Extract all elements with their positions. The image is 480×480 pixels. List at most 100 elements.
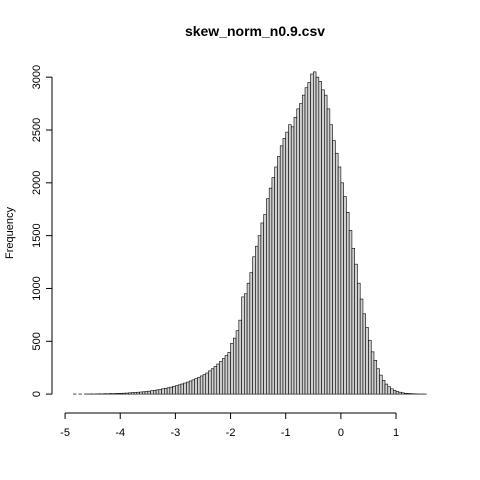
bar: [136, 391, 140, 395]
x-tick-label: 1: [393, 427, 399, 439]
bar: [128, 392, 132, 395]
bar: [373, 360, 378, 395]
bar: [395, 391, 400, 395]
bar: [348, 230, 353, 395]
bar: [335, 152, 339, 395]
bar: [318, 81, 322, 395]
bar: [277, 156, 281, 395]
bar: [175, 385, 179, 395]
bar: [398, 391, 402, 395]
bar: [351, 248, 355, 395]
bar: [387, 386, 391, 395]
bar: [169, 386, 173, 395]
bar: [392, 390, 397, 395]
bar: [158, 389, 162, 395]
bar: [329, 124, 333, 395]
bar: [266, 198, 270, 395]
bar: [199, 375, 204, 395]
bar: [260, 222, 264, 395]
bar: [208, 370, 212, 395]
bar: [230, 343, 234, 395]
bar: [346, 212, 350, 395]
bar: [257, 235, 262, 395]
bar: [210, 368, 215, 395]
bar: [202, 374, 207, 395]
bar: [153, 390, 157, 395]
bar: [376, 368, 380, 395]
bar: [177, 384, 182, 395]
bar: [401, 392, 405, 395]
bar: [321, 89, 325, 395]
bar: [180, 383, 184, 395]
bar: [381, 380, 386, 395]
bar: [186, 381, 190, 395]
bar: [370, 351, 375, 395]
bar: [390, 388, 394, 395]
bar: [312, 71, 317, 395]
bar: [219, 361, 223, 395]
bar: [326, 108, 331, 395]
bar: [268, 187, 273, 395]
bar: [172, 385, 176, 395]
bar: [144, 391, 149, 395]
bar: [304, 87, 309, 395]
bar: [315, 76, 320, 395]
bar: [301, 94, 306, 395]
bar: [216, 363, 220, 395]
bar: [133, 392, 138, 395]
bar: [362, 313, 367, 395]
bar: [188, 380, 193, 395]
bar: [354, 263, 358, 395]
y-tick-label: 2500: [31, 118, 43, 142]
bar: [166, 387, 171, 395]
bar: [384, 383, 389, 395]
bar: [139, 391, 143, 395]
bar: [114, 393, 118, 395]
bar: [227, 352, 231, 395]
bar: [249, 272, 253, 395]
bar: [119, 392, 124, 395]
y-tick-label: 1000: [31, 276, 43, 300]
x-tick-label: -4: [115, 427, 125, 439]
bar: [224, 355, 229, 395]
bar: [122, 392, 127, 395]
bar: [282, 138, 287, 395]
bar: [379, 374, 383, 395]
y-tick-label: 0: [31, 391, 43, 397]
y-tick-label: 3000: [31, 65, 43, 89]
x-tick-label: -3: [171, 427, 181, 439]
bar: [406, 393, 411, 395]
bar: [290, 126, 295, 395]
x-tick-label: -5: [60, 427, 70, 439]
bar: [108, 393, 113, 395]
bar: [125, 392, 129, 395]
y-axis-label: Frequency: [4, 207, 16, 259]
bar: [343, 196, 347, 395]
bar: [244, 293, 248, 395]
bar: [246, 282, 251, 395]
bar: [271, 177, 275, 395]
bar: [183, 382, 187, 395]
bar: [357, 282, 361, 395]
bar: [296, 108, 300, 395]
bar: [191, 379, 196, 395]
y-tick-label: 500: [31, 332, 43, 350]
x-tick-label: -2: [226, 427, 236, 439]
bar: [235, 330, 240, 395]
bar: [359, 298, 364, 395]
bar: [404, 392, 408, 395]
bar: [233, 337, 237, 395]
bar: [307, 82, 311, 395]
bar: [368, 339, 372, 395]
bar: [252, 256, 256, 395]
bar: [332, 140, 336, 395]
chart-title: skew_norm_n0.9.csv: [185, 23, 325, 39]
bar: [213, 366, 218, 395]
bar: [150, 390, 154, 395]
bar: [288, 124, 292, 395]
bar: [279, 145, 284, 395]
bar: [164, 388, 168, 395]
bar: [274, 166, 278, 395]
bar: [221, 358, 226, 395]
bar: [340, 182, 344, 395]
